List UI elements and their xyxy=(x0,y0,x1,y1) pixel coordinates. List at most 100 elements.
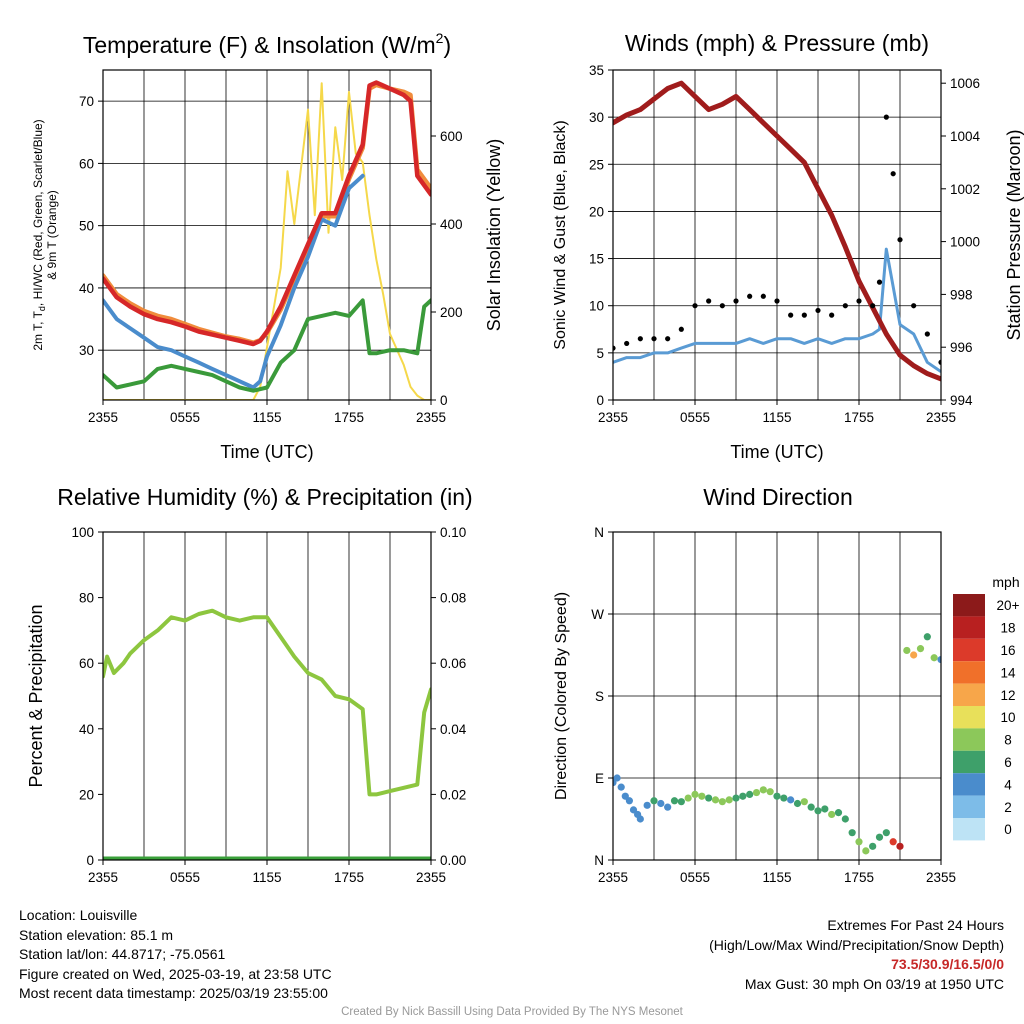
temp-ytick-label: 60 xyxy=(79,156,94,171)
series-station-pressure xyxy=(613,80,941,382)
temp-ytick-label-right: 400 xyxy=(440,217,463,232)
extremes-info: Extremes For Past 24 Hours (High/Low/Max… xyxy=(709,916,1004,994)
direction-point xyxy=(903,646,911,655)
direction-point xyxy=(759,786,767,794)
gust-point xyxy=(890,171,896,177)
rh-xtick-label: 2355 xyxy=(416,870,446,885)
direction-point xyxy=(828,810,836,819)
dir-xtick-label: 1755 xyxy=(844,870,874,885)
gust-point xyxy=(883,114,889,120)
dir-xtick-label: 2355 xyxy=(598,870,628,885)
wind-ytick-label: 10 xyxy=(589,299,604,314)
wind-title: Winds (mph) & Pressure (mb) xyxy=(625,30,929,56)
dir-ytick-label: N xyxy=(594,853,604,868)
rh-title: Relative Humidity (%) & Precipitation (i… xyxy=(57,484,472,510)
series-hi-wc xyxy=(103,173,365,390)
wind-ytick-label-right: 1006 xyxy=(950,76,980,91)
direction-point xyxy=(636,815,644,823)
direction-point xyxy=(841,815,849,823)
wind-ytick-label-right: 1002 xyxy=(950,182,980,197)
rh-ytick-label-right: 0.00 xyxy=(440,853,466,868)
temp-ytick-label-right: 200 xyxy=(440,305,463,320)
rh-ytick-label: 40 xyxy=(79,722,94,737)
direction-point xyxy=(746,790,754,799)
extremes-legend: (High/Low/Max Wind/Precipitation/Snow De… xyxy=(709,936,1004,953)
temp-ytick-label-right: 0 xyxy=(440,393,448,408)
rh-ytick-label-right: 0.08 xyxy=(440,591,466,606)
rh-ytick-label-right: 0.10 xyxy=(440,525,466,540)
direction-point xyxy=(739,792,747,800)
temp-xtick-label: 1755 xyxy=(334,410,364,425)
dir-ytick-label: E xyxy=(595,771,604,786)
temp-ylabel-line1: 2m T, Td, HI/WC (Red, Green, Scarlet/Blu… xyxy=(31,119,47,350)
colorbar-swatch xyxy=(953,750,985,774)
direction-point xyxy=(684,794,692,802)
temp-ytick-label-right: 600 xyxy=(440,129,463,144)
tick-labels: 2355 0555 1155 1755 235530405060700200400600… xyxy=(71,63,980,885)
direction-point xyxy=(657,799,665,808)
direction-point xyxy=(814,807,822,815)
direction-point xyxy=(896,842,904,850)
gust-point xyxy=(788,312,794,318)
temp-ylabel-line2: & 9m T (Orange) xyxy=(45,190,59,280)
colorbar-swatch xyxy=(953,661,985,684)
gust-point xyxy=(911,303,917,309)
direction-point xyxy=(725,796,733,804)
wind-ytick-label-right: 1004 xyxy=(950,129,981,144)
direction-point xyxy=(910,651,918,659)
wind-xtick-label: 0555 xyxy=(680,410,710,425)
direction-point xyxy=(718,798,726,806)
gust-point xyxy=(876,279,883,285)
rh-ylabel: Percent & Precipitation xyxy=(26,604,46,787)
colorbar-title: mph xyxy=(992,574,1019,590)
series-solar-insolation xyxy=(103,82,431,400)
colorbar-label: 8 xyxy=(1004,733,1012,748)
direction-point xyxy=(793,799,802,808)
wind-ytick-label-right: 1000 xyxy=(950,235,980,250)
dir-xtick-label: 0555 xyxy=(680,870,710,885)
wind-ylabel: Sonic Wind & Gust (Blue, Black) xyxy=(552,120,569,349)
rh-ytick-label-right: 0.04 xyxy=(440,722,467,737)
dir-title: Wind Direction xyxy=(703,484,853,510)
dir-ytick-label: N xyxy=(594,525,604,540)
direction-point xyxy=(916,645,925,653)
wind-ytick-label: 20 xyxy=(589,204,604,219)
temp-ytick-label: 50 xyxy=(79,219,94,234)
gust-point xyxy=(613,345,616,351)
most-recent-timestamp: Most recent data timestamp: 2025/03/19 2… xyxy=(19,985,328,1001)
direction-point xyxy=(691,790,699,799)
wind-ytick-label-right: 998 xyxy=(950,287,973,302)
rh-ytick-label-right: 0.02 xyxy=(440,787,466,802)
gust-point xyxy=(870,303,876,309)
direction-point xyxy=(875,833,884,841)
plot-frames xyxy=(98,69,946,865)
gust-point xyxy=(842,303,848,309)
gust-point xyxy=(924,331,930,337)
direction-point xyxy=(752,788,761,797)
direction-point xyxy=(677,798,685,806)
gust-point xyxy=(774,298,780,304)
colorbar-label: 20+ xyxy=(997,598,1020,613)
temp-xtick-label: 2355 xyxy=(416,410,446,425)
rh-ytick-label: 0 xyxy=(86,853,94,868)
wind-xtick-label: 2355 xyxy=(926,410,956,425)
gust-point xyxy=(815,307,821,314)
colorbar-label: 6 xyxy=(1004,755,1012,770)
direction-point xyxy=(937,655,941,664)
station-latlon: Station lat/lon: 44.8717; -75.0561 xyxy=(19,946,226,962)
colorbar-label: 4 xyxy=(1004,777,1012,792)
direction-series xyxy=(613,633,941,855)
direction-point xyxy=(766,788,774,796)
direction-point xyxy=(613,774,621,782)
wind-ytick-label: 5 xyxy=(596,346,604,361)
gust-point xyxy=(733,298,739,304)
rh-xtick-label: 0555 xyxy=(170,870,200,885)
direction-point xyxy=(882,829,890,837)
rh-ytick-label: 20 xyxy=(79,787,94,802)
wind-ytick-label-right: 996 xyxy=(950,340,973,355)
gust-point xyxy=(897,237,903,243)
direction-point xyxy=(787,796,795,804)
rh-ytick-label: 80 xyxy=(79,591,94,606)
rh-ytick-label-right: 0.06 xyxy=(440,656,466,671)
temp-xlabel: Time (UTC) xyxy=(220,442,313,462)
